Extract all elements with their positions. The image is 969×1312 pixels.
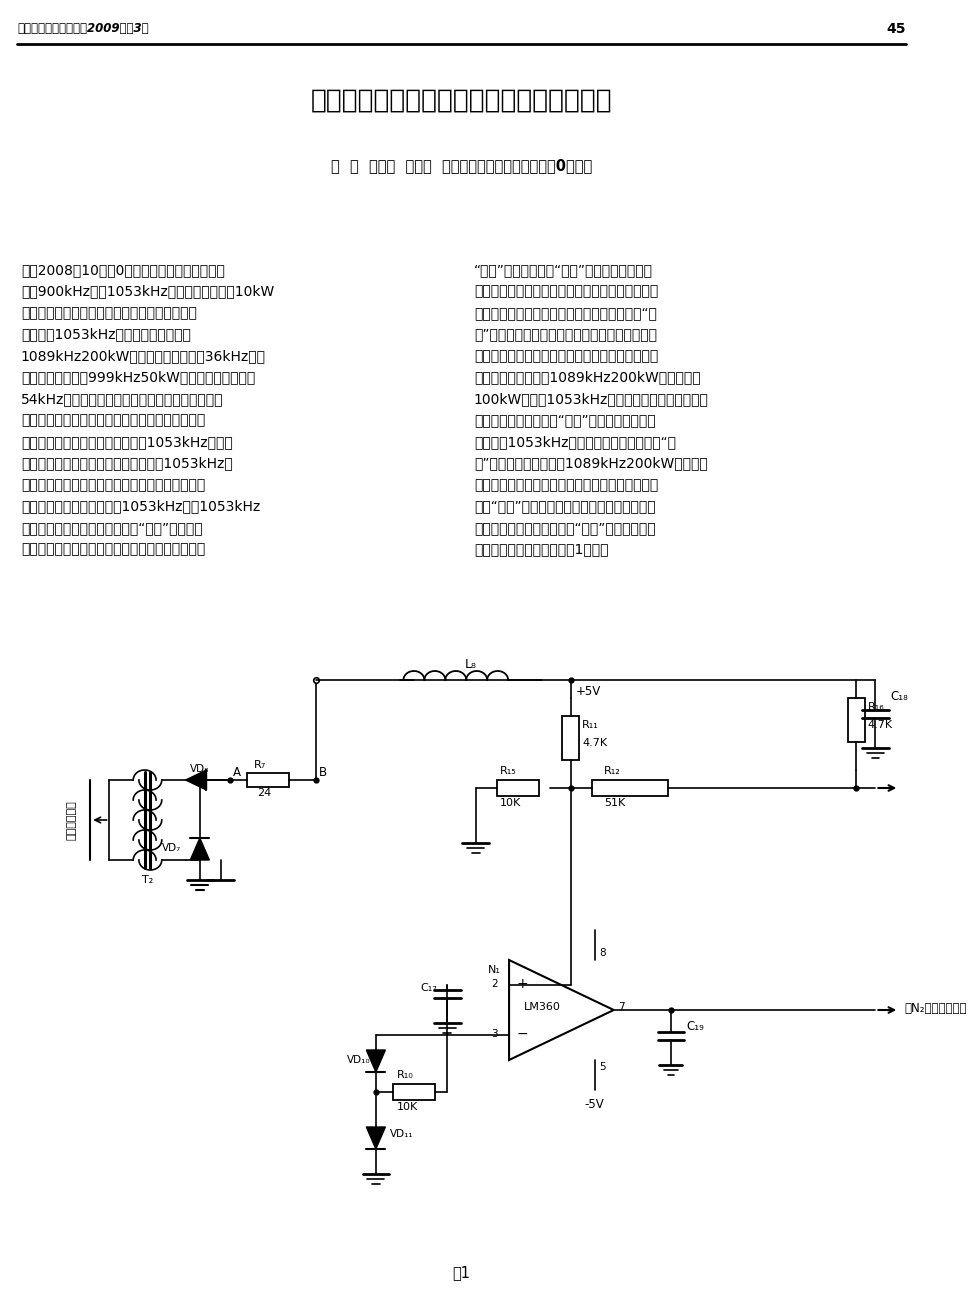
Bar — [392, 1084, 434, 1099]
Text: 况下，没有再出现天线“零位”告警自动降功率现: 况下，没有再出现天线“零位”告警自动降功率现 — [474, 413, 655, 428]
Text: “零位”告警，而网络“零位”不告警的现象，我: “零位”告警，而网络“零位”不告警的现象，我 — [474, 262, 652, 277]
Text: A: A — [233, 766, 241, 779]
Text: 在复杂电磁环境下能稳定运行。尽管在1053kHz天: 在复杂电磁环境下能稳定运行。尽管在1053kHz天 — [21, 457, 233, 471]
Text: 5: 5 — [599, 1061, 606, 1072]
Text: 动降功率运行。根据判断，我们首先把与其工作频: 动降功率运行。根据判断，我们首先把与其工作频 — [474, 349, 657, 363]
Text: 中波发射机改频后受窩扰降功率问题的解决: 中波发射机改频后受窩扰降功率问题的解决 — [310, 88, 611, 114]
Text: 象，说明1053kHz发射机出现无规律的天线“零: 象，说明1053kHz发射机出现无规律的天线“零 — [474, 436, 675, 449]
Text: 降功率现象，造成发射机无法正常试播。通过天线: 降功率现象，造成发射机无法正常试播。通过天线 — [21, 542, 205, 556]
Text: 100kW播出，1053kHz发射机满功率、满调幅的情: 100kW播出，1053kHz发射机满功率、满调幅的情 — [474, 392, 708, 405]
Text: R₁₂: R₁₂ — [604, 766, 620, 775]
Text: C₁₈: C₁₈ — [890, 690, 907, 703]
Text: R₁₆: R₁₆ — [867, 702, 884, 712]
Text: R₁₀: R₁₀ — [396, 1071, 413, 1080]
Text: C₁₉: C₁₉ — [685, 1019, 703, 1033]
Text: 7: 7 — [618, 1002, 624, 1012]
Text: 1089kHz200kW发射机工作频率相差36kHz，与: 1089kHz200kW发射机工作频率相差36kHz，与 — [21, 349, 266, 363]
Text: VD₇: VD₇ — [162, 844, 180, 853]
Text: 2: 2 — [490, 979, 497, 989]
Polygon shape — [366, 1050, 385, 1072]
Text: 图1: 图1 — [452, 1265, 470, 1281]
Text: C₁₇: C₁₇ — [421, 983, 437, 993]
Text: 天线“零位”检测电路中采取技术措施解决问题。: 天线“零位”检测电路中采取技术措施解决问题。 — [474, 500, 655, 513]
Polygon shape — [366, 1127, 385, 1149]
Bar — [247, 773, 289, 787]
Bar — [562, 716, 578, 760]
Text: +5V: +5V — [575, 685, 601, 698]
Text: 们判断其它工作频率的峰値干扰经天调网络、馈线: 们判断其它工作频率的峰値干扰经天调网络、馈线 — [474, 285, 657, 299]
Text: 4.7K: 4.7K — [581, 737, 607, 748]
Text: 主用发射机改频，天调网络更新和增加一台备机: 主用发射机改频，天调网络更新和增加一台备机 — [21, 306, 197, 320]
Text: 扰造成的，问题是找到了，关键是能否在该发射机: 扰造成的，问题是找到了，关键是能否在该发射机 — [474, 478, 657, 492]
Text: LM360: LM360 — [523, 1002, 560, 1012]
Text: N₁: N₁ — [487, 966, 501, 975]
Text: VD₁₀: VD₁₀ — [347, 1055, 370, 1065]
Polygon shape — [185, 770, 206, 790]
Bar — [591, 781, 668, 796]
Text: 发射机还是出现了无规律的天线“零位”告警自动: 发射机还是出现了无规律的天线“零位”告警自动 — [21, 521, 203, 535]
Text: 董  志  范文广  候景兵  辽宁省广播电视传输发射中心0三三台: 董 志 范文广 候景兵 辽宁省广播电视传输发射中心0三三台 — [330, 157, 591, 173]
Text: 反送到了该发射机的输出端，致使发射机天线“零: 反送到了该发射机的输出端，致使发射机天线“零 — [474, 306, 656, 320]
Text: 2008年10月，0三三台进行了《辽宁故事广: 2008年10月，0三三台进行了《辽宁故事广 — [21, 262, 225, 277]
Polygon shape — [190, 838, 209, 859]
Text: L₈: L₈ — [464, 659, 477, 670]
Text: 24: 24 — [257, 789, 271, 798]
Text: 去N₂（保护执行）: 去N₂（保护执行） — [903, 1002, 965, 1015]
Text: 率的发射机稳定运行，尤其要确保1053kHz发射机: 率的发射机稳定运行，尤其要确保1053kHz发射机 — [21, 436, 233, 449]
Text: 调网络安装了相应的阻塞网络，但是，在其它几个: 调网络安装了相应的阻塞网络，但是，在其它几个 — [21, 478, 205, 492]
Text: B: B — [319, 766, 327, 779]
Text: T₂: T₂ — [141, 875, 153, 886]
Text: 4.7K: 4.7K — [867, 720, 892, 729]
Text: 《辽宁广播电视技术》2009年第3期: 《辽宁广播电视技术》2009年第3期 — [17, 22, 148, 35]
Text: 45: 45 — [886, 22, 905, 35]
Text: 位”告警自动降功率，是1089kHz200kW发射机窩: 位”告警自动降功率，是1089kHz200kW发射机窩 — [474, 457, 707, 471]
Bar — [847, 698, 864, 743]
Text: 率最近且功率最大的1089kHz200kW发射机降到: 率最近且功率最大的1089kHz200kW发射机降到 — [474, 370, 700, 384]
Text: 几个工作频率较近产生窩扰问题，确保几个工作频: 几个工作频率较近产生窩扰问题，确保几个工作频 — [21, 413, 205, 428]
Text: 51K: 51K — [604, 798, 625, 808]
Text: VD₈: VD₈ — [190, 764, 209, 774]
Text: 《辽宁经济广播》999kHz50kW发射机工作频率相差: 《辽宁经济广播》999kHz50kW发射机工作频率相差 — [21, 370, 255, 384]
Text: 10K: 10K — [396, 1102, 418, 1113]
Bar — [496, 781, 538, 796]
Text: 射频电压采样: 射频电压采样 — [66, 800, 77, 840]
Text: 等。由于1053kHz与《辽宁新闻广播》: 等。由于1053kHz与《辽宁新闻广播》 — [21, 328, 191, 341]
Text: +: + — [516, 977, 528, 991]
Text: 54kHz，所以在设计新的天调网络时，充分考虑了: 54kHz，所以在设计新的天调网络时，充分考虑了 — [21, 392, 223, 405]
Text: R₇: R₇ — [254, 760, 266, 770]
Text: 以下先了解一下发射机天线“零位”检测电路的工: 以下先了解一下发射机天线“零位”检测电路的工 — [474, 521, 655, 535]
Text: 作原理。相关检测电路如图1所示。: 作原理。相关检测电路如图1所示。 — [474, 542, 608, 556]
Text: R₁₁: R₁₁ — [581, 720, 599, 729]
Text: 10K: 10K — [499, 798, 520, 808]
Text: VD₁₁: VD₁₁ — [390, 1130, 414, 1139]
Text: 位”电路检测到负载端工作异常，保护电路动作自: 位”电路检测到负载端工作异常，保护电路动作自 — [474, 328, 656, 341]
Text: 3: 3 — [490, 1029, 497, 1039]
Text: 频率正常播出的情况下试播1053kHz时，1053kHz: 频率正常播出的情况下试播1053kHz时，1053kHz — [21, 500, 260, 513]
Text: R₁₅: R₁₅ — [499, 766, 516, 775]
Text: 播》900kHz改鄉1053kHz工程。工程包括原10kW: 播》900kHz改鄉1053kHz工程。工程包括原10kW — [21, 285, 274, 299]
Text: -5V: -5V — [584, 1098, 604, 1111]
Text: 8: 8 — [599, 949, 606, 958]
Text: −: − — [516, 1027, 528, 1040]
